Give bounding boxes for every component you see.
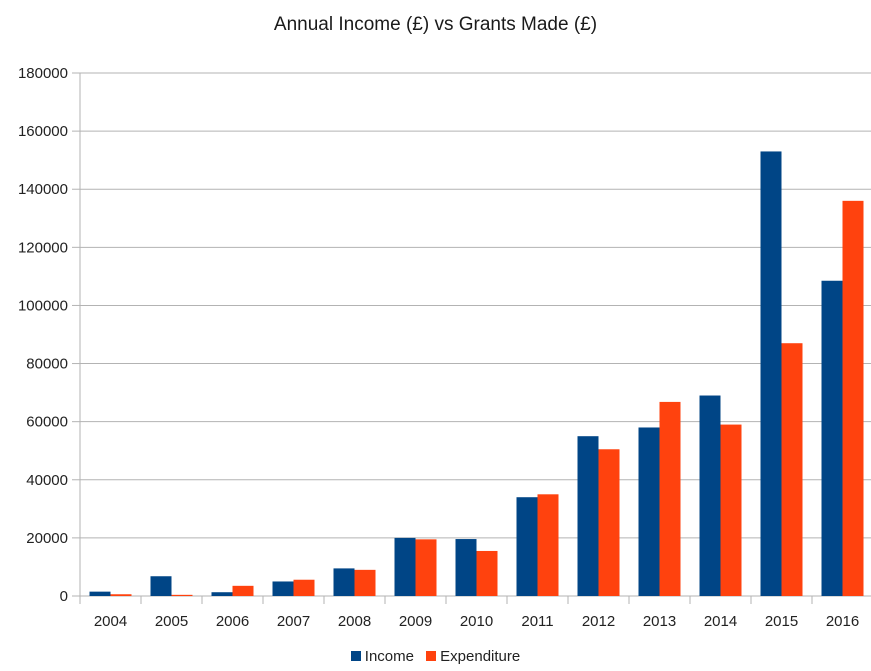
x-tick-label: 2006 xyxy=(216,613,249,630)
bars xyxy=(89,151,864,596)
legend-swatch-expenditure xyxy=(426,651,437,661)
x-tick-label: 2011 xyxy=(521,613,553,630)
legend-item-income: Income xyxy=(350,648,414,665)
x-tick-label: 2010 xyxy=(460,613,493,630)
legend: Income Expenditure xyxy=(0,648,871,665)
x-tick-label: 2007 xyxy=(277,613,310,630)
bar-income-2012 xyxy=(577,436,599,596)
bar-expenditure-2006 xyxy=(232,585,254,596)
bar-expenditure-2004 xyxy=(110,594,132,596)
bar-expenditure-2012 xyxy=(598,449,620,596)
y-tick-label: 80000 xyxy=(26,356,68,373)
bar-expenditure-2009 xyxy=(415,539,437,596)
y-tick-label: 20000 xyxy=(26,530,68,547)
bar-income-2014 xyxy=(699,395,721,596)
bar-expenditure-2008 xyxy=(354,569,376,596)
x-tick-label: 2009 xyxy=(399,613,432,630)
x-tick-label: 2013 xyxy=(643,613,676,630)
y-tick-label: 120000 xyxy=(18,239,68,256)
bar-income-2009 xyxy=(394,537,416,596)
bar-expenditure-2010 xyxy=(476,550,498,596)
tick-labels: 0 20000 40000 60000 80000 100000 120000 140000 1… xyxy=(18,65,859,630)
bar-income-2005 xyxy=(150,576,172,596)
legend-label-expenditure: Expenditure xyxy=(440,648,521,665)
x-tick-label: 2015 xyxy=(765,613,798,630)
y-tick-label: 100000 xyxy=(18,297,68,314)
axes xyxy=(72,72,813,604)
legend-item-expenditure: Expenditure xyxy=(426,648,520,665)
y-tick-label: 140000 xyxy=(18,181,68,198)
bar-income-2004 xyxy=(89,591,111,596)
bar-income-2006 xyxy=(211,592,233,596)
bar-expenditure-2014 xyxy=(720,424,742,596)
bar-income-2010 xyxy=(455,539,477,596)
y-tick-label: 160000 xyxy=(18,123,68,140)
y-tick-label: 0 xyxy=(60,588,68,605)
chart-title: Annual Income (£) vs Grants Made (£) xyxy=(273,14,598,35)
bar-income-2007 xyxy=(272,581,294,596)
x-tick-label: 2004 xyxy=(94,613,127,630)
bar-expenditure-2016 xyxy=(842,200,864,596)
legend-label-income: Income xyxy=(364,648,414,665)
bar-income-2015 xyxy=(760,151,782,596)
y-tick-label: 40000 xyxy=(26,472,68,489)
bar-expenditure-2015 xyxy=(781,343,803,596)
bar-income-2008 xyxy=(333,568,355,596)
x-tick-label: 2012 xyxy=(582,613,615,630)
x-tick-label: 2005 xyxy=(155,613,188,630)
legend-swatch-income xyxy=(350,651,361,661)
y-tick-label: 180000 xyxy=(18,65,68,82)
bar-income-2011 xyxy=(516,497,538,596)
x-tick-label: 2008 xyxy=(338,613,371,630)
bar-income-2016 xyxy=(821,280,843,596)
bar-income-2013 xyxy=(638,427,660,596)
bar-expenditure-2011 xyxy=(537,494,559,596)
x-tick-label: 2014 xyxy=(704,613,737,630)
gridlines xyxy=(80,72,871,597)
bar-expenditure-2005 xyxy=(171,594,193,596)
bar-expenditure-2013 xyxy=(659,401,681,596)
x-tick-label: 2016 xyxy=(826,613,859,630)
bar-expenditure-2007 xyxy=(293,579,315,596)
y-tick-label: 60000 xyxy=(26,414,68,431)
